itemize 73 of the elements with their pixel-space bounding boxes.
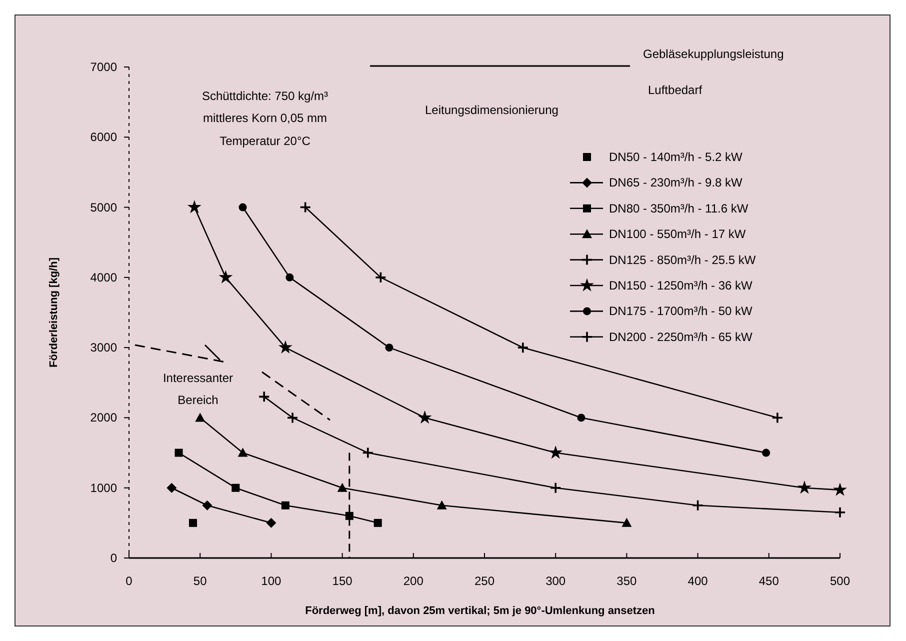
x-tick-label: 150 [332, 574, 353, 588]
annotation: Luftbedarf [648, 83, 703, 97]
point [374, 518, 382, 527]
point [266, 518, 276, 528]
point [337, 482, 348, 492]
annotation: Leitungsdimensionierung [425, 103, 558, 117]
x-tick-label: 450 [758, 574, 780, 588]
point [278, 340, 292, 354]
point [281, 501, 290, 510]
y-tick-label: 2000 [90, 410, 118, 425]
annotation: mittleres Korn 0,05 mm [202, 111, 328, 125]
point [418, 410, 432, 424]
point [202, 500, 212, 510]
point [258, 390, 270, 403]
x-tick-label: 500 [830, 574, 850, 588]
point [692, 499, 704, 512]
y-tick-label: 5000 [90, 200, 118, 214]
x-tick-label: 0 [126, 574, 133, 588]
point [238, 203, 247, 212]
x-tick-label: 400 [688, 574, 708, 588]
x-tick-label: 350 [616, 574, 638, 588]
legend-label: DN100 - 550m³/h - 17 kW [609, 227, 746, 242]
annotation: Schüttdichte: 750 kg/m³ [202, 89, 328, 103]
x-axis-title: Förderweg [m], davon 25m vertikal; 5m je 90°-Umlenkung ansetzen [305, 605, 656, 617]
y-axis-title: Förderleistung [kg/h] [48, 257, 60, 368]
annotation: Bereich [178, 393, 218, 407]
point [195, 412, 206, 422]
point [834, 506, 846, 518]
point [174, 448, 183, 457]
point [516, 342, 529, 354]
legend-label: DN80 - 350m³/h - 11.6 kW [609, 201, 749, 216]
point [345, 512, 354, 520]
point [577, 414, 586, 422]
point [436, 500, 447, 510]
x-tick-label: 300 [546, 574, 566, 588]
x-tick-label: 100 [261, 574, 282, 588]
legend-label: DN65 - 230m³/h - 9.8 kW [609, 176, 744, 190]
point [772, 412, 784, 424]
x-tick-label: 50 [193, 574, 208, 588]
point [188, 518, 197, 527]
point [797, 480, 812, 494]
point [286, 412, 298, 424]
point [833, 482, 847, 496]
y-tick-label: 0 [110, 551, 118, 565]
legend-label: DN125 - 850m³/h - 25.5 kW [609, 252, 756, 267]
point [238, 448, 248, 457]
annotation: Temperatur 20°C [220, 134, 311, 148]
x-tick-label: 200 [403, 574, 424, 588]
point [166, 482, 177, 493]
x-tick-label: 250 [474, 574, 495, 588]
point [385, 344, 394, 352]
point [374, 272, 387, 284]
point [218, 270, 233, 284]
point [550, 482, 562, 494]
point [299, 201, 312, 214]
y-tick-label: 6000 [90, 130, 118, 144]
annotation: Interessanter [162, 371, 234, 385]
point [548, 445, 563, 459]
point [187, 200, 202, 214]
point [762, 448, 770, 457]
legend-label: DN175 - 1700m³/h - 50 kW [609, 304, 754, 318]
point [622, 518, 632, 527]
y-tick-label: 1000 [90, 480, 118, 495]
point [286, 273, 294, 282]
legend-label: DN150 - 1250m³/h - 36 kW [609, 278, 754, 292]
y-tick-label: 7000 [90, 60, 118, 74]
point [362, 446, 374, 459]
point [232, 484, 240, 492]
text: Gebläsekupplungsleistung [643, 47, 784, 61]
y-tick-label: 4000 [90, 270, 118, 284]
legend-label: DN200 - 2250m³/h - 65 kW [609, 330, 754, 344]
y-tick-label: 3000 [90, 340, 118, 355]
legend-label: DN50 - 140m³/h - 5.2 kW [609, 150, 744, 164]
